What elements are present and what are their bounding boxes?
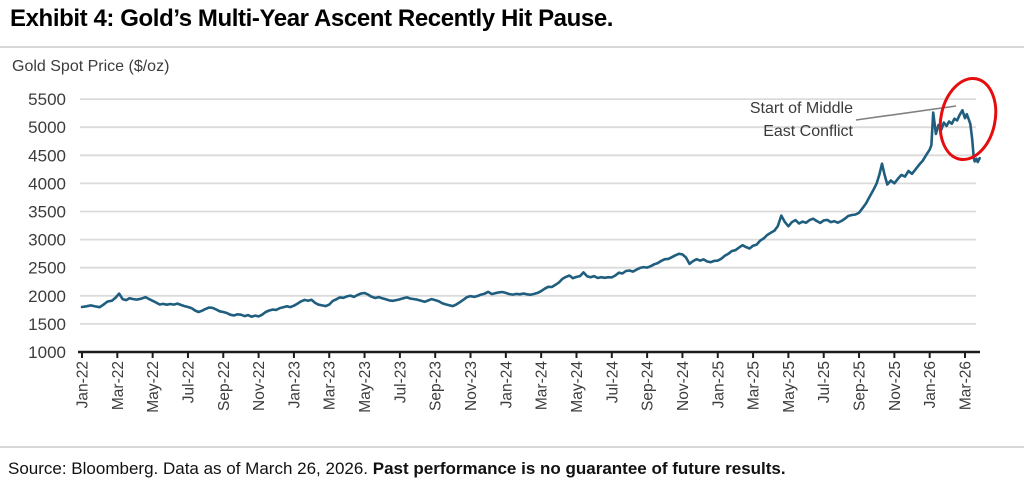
y-tick-1000: 1000 [28, 343, 66, 362]
y-tick-4500: 4500 [28, 146, 66, 165]
y-tick-2500: 2500 [28, 259, 66, 278]
source-note: Source: Bloomberg. Data as of March 26, … [8, 459, 786, 479]
x-tick-Mar-25: Mar-25 [746, 361, 763, 410]
x-tick-Jan-22: Jan-22 [75, 361, 92, 408]
x-tick-Nov-24: Nov-24 [675, 361, 692, 411]
y-tick-3000: 3000 [28, 231, 66, 250]
x-tick-Jul-22: Jul-22 [180, 361, 197, 403]
y-tick-4000: 4000 [28, 174, 66, 193]
x-tick-Mar-26: Mar-26 [958, 361, 975, 410]
x-tick-Jul-25: Jul-25 [816, 361, 833, 403]
title-divider [0, 46, 1024, 48]
x-tick-Jan-24: Jan-24 [498, 361, 515, 409]
y-tick-1500: 1500 [28, 315, 66, 334]
x-tick-Mar-22: Mar-22 [110, 361, 127, 410]
x-tick-May-25: May-25 [781, 361, 798, 413]
x-tick-Nov-22: Nov-22 [251, 361, 268, 411]
gold-price-line [80, 109, 982, 319]
x-tick-Sep-24: Sep-24 [640, 361, 657, 411]
x-tick-Sep-25: Sep-25 [852, 361, 869, 411]
x-tick-Mar-24: Mar-24 [534, 361, 551, 410]
x-tick-Jan-25: Jan-25 [710, 361, 727, 408]
chart-title: Exhibit 4: Gold’s Multi-Year Ascent Rece… [10, 5, 614, 32]
y-tick-5500: 5500 [28, 90, 66, 109]
annotation-leader-line [855, 105, 957, 121]
y-tick-3500: 3500 [28, 203, 66, 222]
x-tick-Mar-23: Mar-23 [322, 361, 339, 410]
y-tick-2000: 2000 [28, 287, 66, 306]
x-tick-Jan-26: Jan-26 [922, 361, 939, 408]
x-tick-Jan-23: Jan-23 [286, 361, 303, 408]
x-tick-Sep-23: Sep-23 [428, 361, 445, 411]
x-tick-May-24: May-24 [569, 361, 586, 413]
annotation-middle-east-conflict: Start of Middle East Conflict [749, 100, 853, 140]
y-tick-5000: 5000 [28, 118, 66, 137]
disclaimer-text: Past performance is no guarantee of futu… [372, 459, 786, 478]
source-text: Source: Bloomberg. Data as of March 26, … [8, 459, 373, 478]
x-tick-May-22: May-22 [145, 361, 162, 413]
x-tick-Sep-22: Sep-22 [216, 361, 233, 411]
x-tick-May-23: May-23 [357, 361, 374, 413]
x-tick-Jul-24: Jul-24 [604, 361, 621, 404]
y-axis-title: Gold Spot Price ($/oz) [12, 58, 170, 75]
x-tick-Nov-25: Nov-25 [887, 361, 904, 411]
highlight-ellipse [938, 77, 998, 161]
x-tick-Jul-23: Jul-23 [392, 361, 409, 403]
footer-divider [0, 446, 1024, 448]
x-tick-Nov-23: Nov-23 [463, 361, 480, 411]
